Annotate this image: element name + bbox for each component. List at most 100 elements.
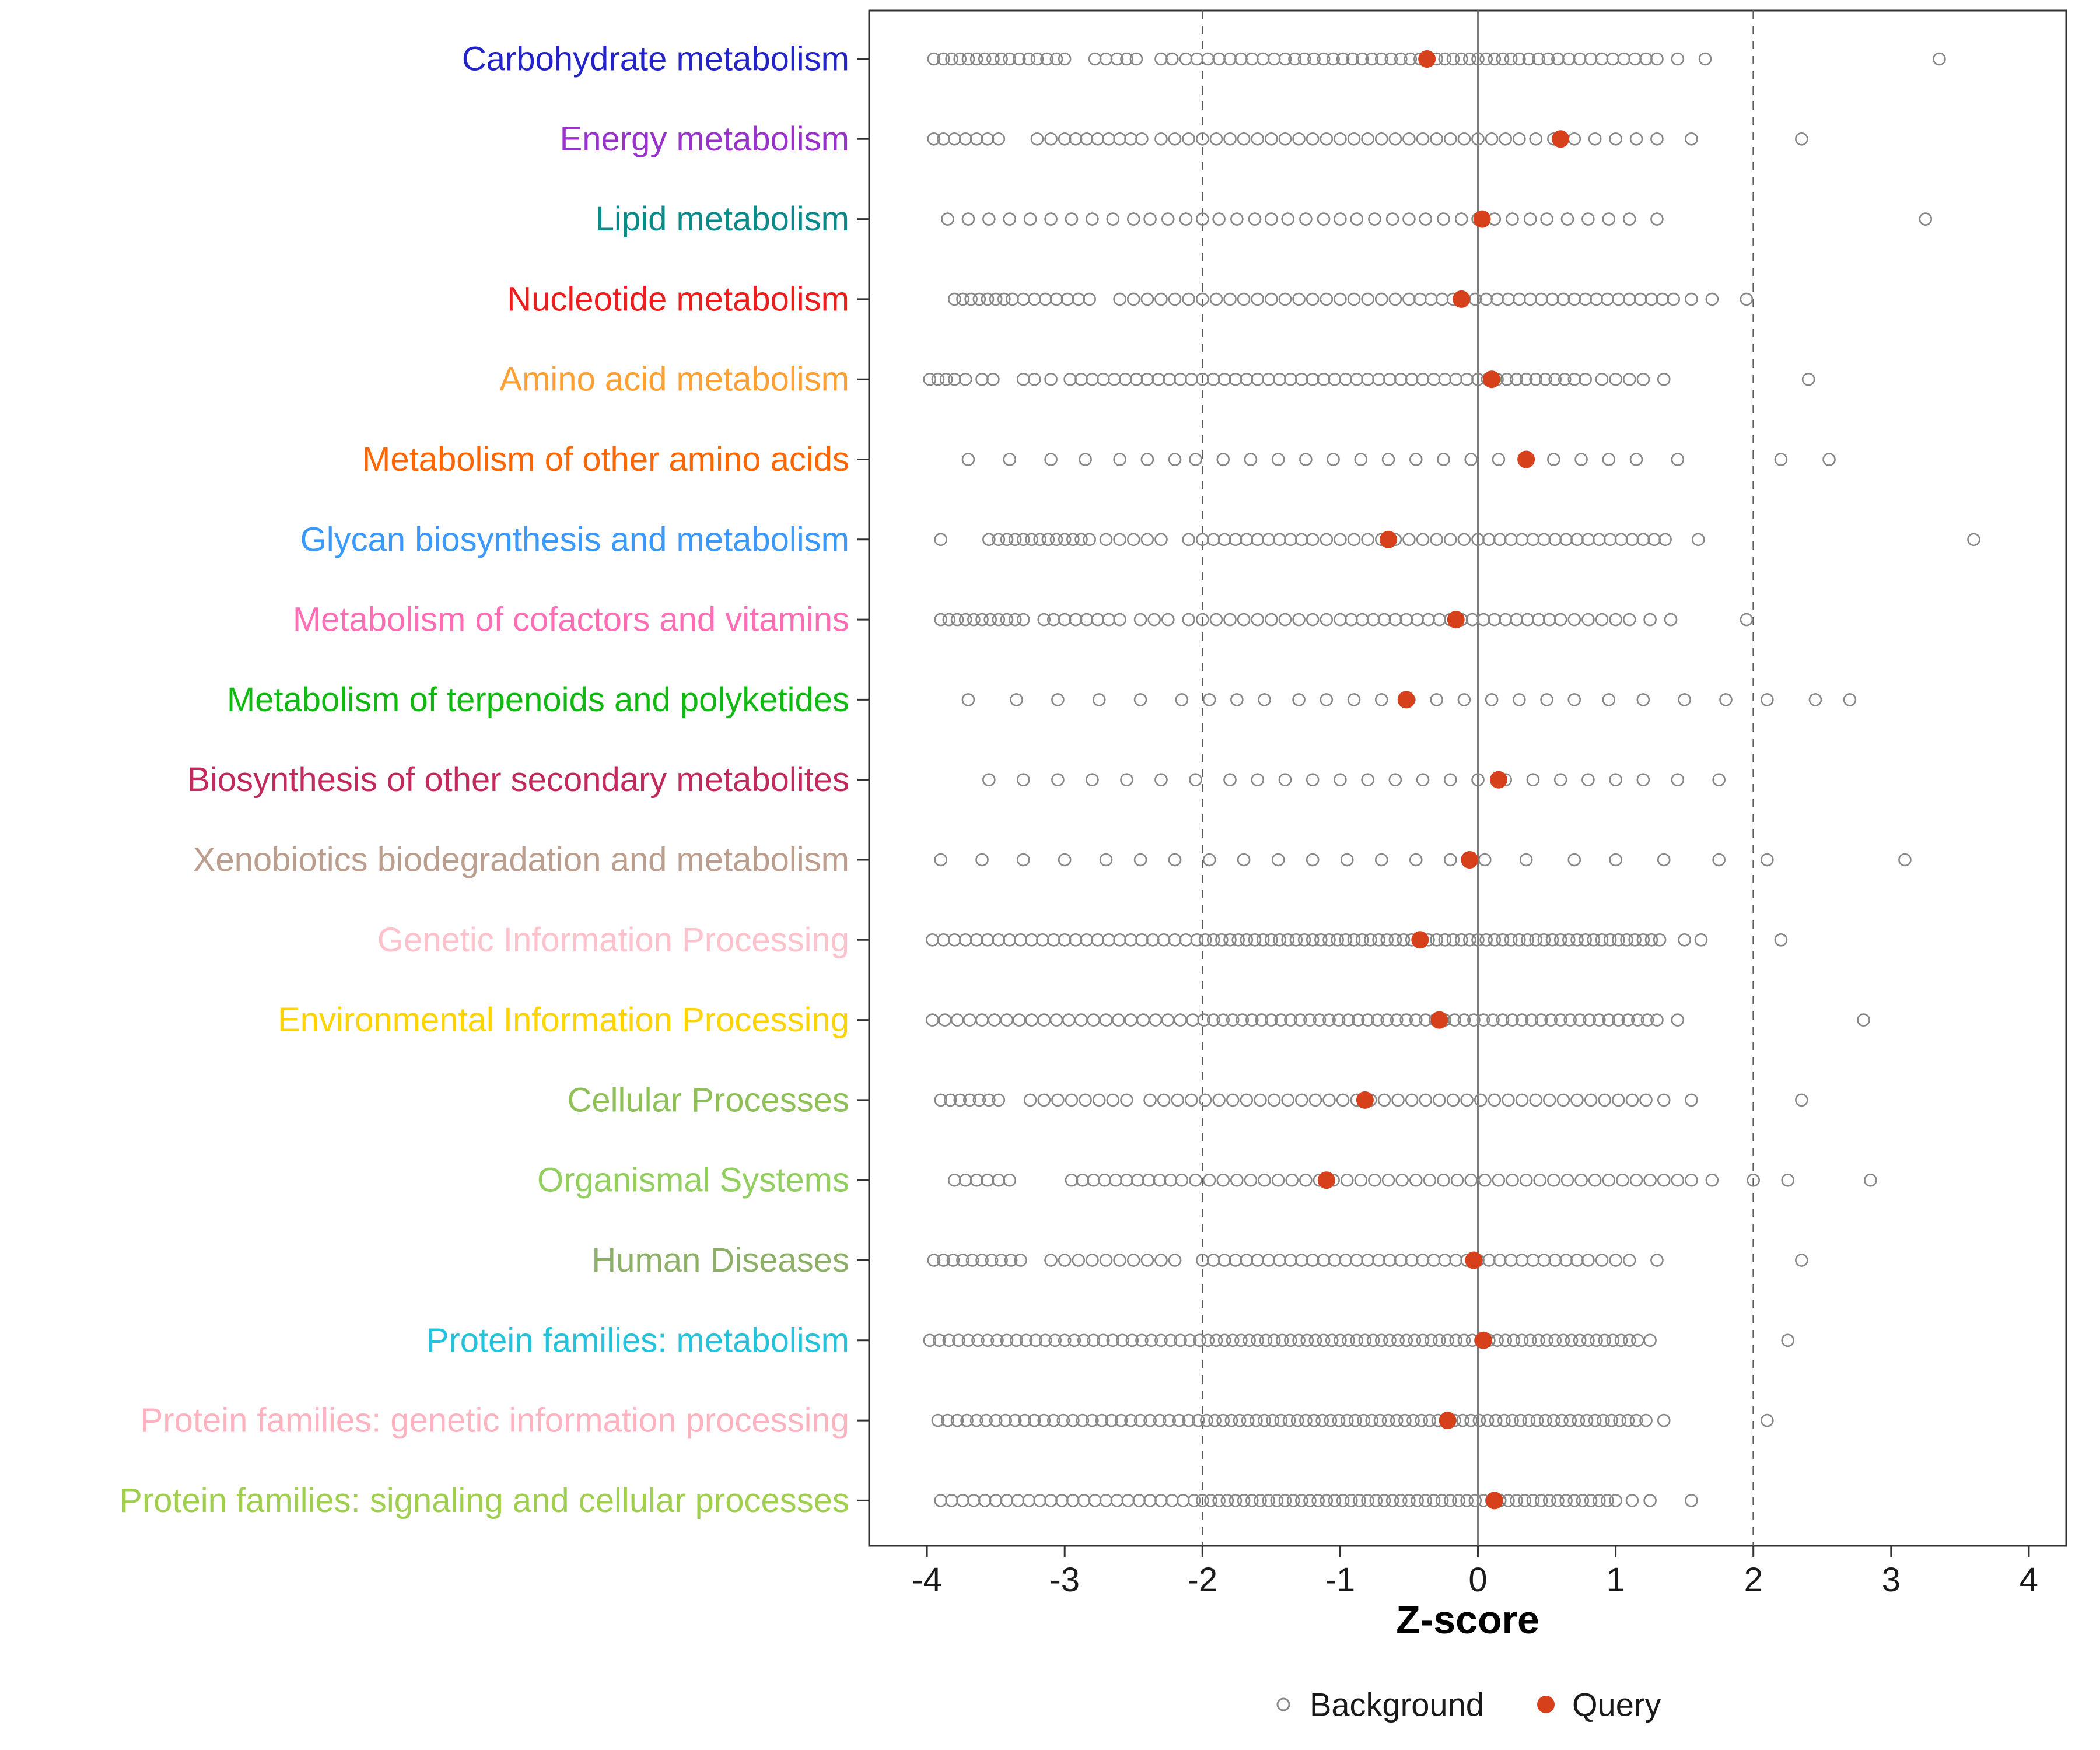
background-point (1433, 1334, 1446, 1348)
background-point (1051, 1093, 1065, 1107)
background-point (1307, 52, 1321, 66)
background-point (1496, 52, 1510, 66)
background-point (1602, 1013, 1616, 1027)
background-point (1355, 933, 1369, 947)
background-point (1394, 1254, 1408, 1267)
background-point (1478, 1173, 1492, 1187)
background-point (1017, 372, 1030, 386)
background-point (1099, 1494, 1113, 1507)
background-point (1399, 612, 1413, 626)
background-point (1526, 533, 1540, 547)
background-point (1240, 372, 1254, 386)
category-label: Metabolism of other amino acids (362, 440, 849, 478)
background-point (1446, 52, 1460, 66)
background-point (1265, 612, 1278, 626)
background-point (1017, 853, 1030, 867)
background-point (1499, 1334, 1513, 1348)
background-point (992, 1093, 1006, 1107)
background-point (1008, 1413, 1022, 1427)
background-point (1410, 1494, 1424, 1507)
background-point (1294, 1254, 1308, 1267)
background-point (1472, 1413, 1486, 1427)
background-point (1216, 1013, 1230, 1027)
background-point (1377, 1093, 1391, 1107)
background-point (1553, 612, 1567, 626)
background-point (1273, 533, 1286, 547)
background-point (1457, 533, 1471, 547)
background-point (1513, 933, 1526, 947)
background-point (1161, 1013, 1175, 1027)
background-point (1355, 52, 1369, 66)
background-point (1388, 132, 1402, 146)
background-point (1047, 1413, 1060, 1427)
background-point (1256, 52, 1270, 66)
background-point (1328, 1494, 1342, 1507)
background-point (1294, 533, 1308, 547)
background-point (1022, 52, 1036, 66)
background-point (1609, 612, 1622, 626)
background-point (1121, 1494, 1135, 1507)
background-point (1563, 1413, 1577, 1427)
background-point (1223, 612, 1237, 626)
background-point (1036, 933, 1049, 947)
background-point (948, 933, 961, 947)
background-point (1325, 1334, 1339, 1348)
background-point (1402, 533, 1416, 547)
background-point (1226, 1013, 1240, 1027)
background-point (981, 933, 995, 947)
background-point (1590, 292, 1603, 306)
background-point (1303, 1013, 1317, 1027)
background-point (1522, 1413, 1536, 1427)
background-point (1643, 612, 1657, 626)
background-point (1545, 292, 1559, 306)
background-point (1581, 612, 1595, 626)
background-point (1088, 1494, 1102, 1507)
background-point (1262, 533, 1275, 547)
background-point (1044, 453, 1058, 466)
background-point (1399, 1013, 1413, 1027)
background-point (1529, 132, 1542, 146)
background-point (1774, 453, 1788, 466)
background-point (1533, 1173, 1547, 1187)
background-point (1136, 1013, 1150, 1027)
background-point (1228, 1254, 1242, 1267)
background-point (1558, 372, 1572, 386)
background-point (1140, 292, 1154, 306)
background-point (1200, 1413, 1213, 1427)
background-point (1202, 1173, 1216, 1187)
background-point (1033, 533, 1047, 547)
background-point (1625, 1093, 1639, 1107)
background-point (1086, 1413, 1099, 1427)
background-point (1074, 1013, 1088, 1027)
background-point (1236, 1013, 1250, 1027)
background-point (1514, 1413, 1527, 1427)
background-point (1479, 292, 1493, 306)
background-point (1322, 933, 1336, 947)
background-point (1086, 773, 1099, 786)
background-point (1347, 533, 1361, 547)
background-point (1678, 693, 1691, 706)
background-point (948, 1173, 961, 1187)
background-point (1559, 1494, 1573, 1507)
background-point (1584, 52, 1598, 66)
background-point (1349, 1413, 1362, 1427)
background-point (1176, 1494, 1190, 1507)
background-point (1609, 773, 1622, 786)
category-label: Protein families: metabolism (426, 1321, 849, 1359)
background-point (1262, 372, 1275, 386)
background-point (1294, 1494, 1308, 1507)
background-point (1326, 453, 1340, 466)
background-point (1781, 1334, 1795, 1348)
background-point (1230, 693, 1244, 706)
background-point (1390, 1413, 1404, 1427)
background-point (1357, 1413, 1370, 1427)
background-point (958, 1173, 972, 1187)
background-point (1657, 1093, 1671, 1107)
background-point (1154, 132, 1168, 146)
background-point (939, 372, 953, 386)
background-point (1583, 1013, 1597, 1027)
background-point (1018, 1413, 1032, 1427)
background-point (927, 1254, 941, 1267)
background-point (1076, 1413, 1090, 1427)
background-point (979, 1413, 993, 1427)
